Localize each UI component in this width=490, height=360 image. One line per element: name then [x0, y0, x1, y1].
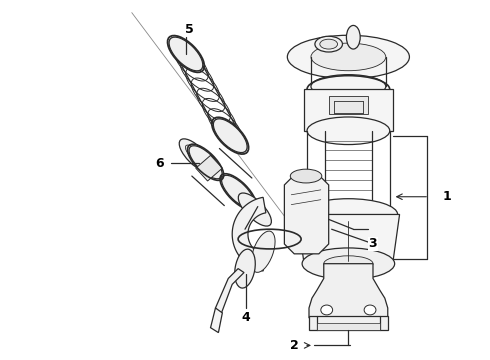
- Ellipse shape: [287, 35, 410, 78]
- Ellipse shape: [221, 175, 255, 208]
- Ellipse shape: [169, 37, 203, 71]
- Ellipse shape: [189, 146, 222, 179]
- Polygon shape: [309, 264, 388, 323]
- Text: 2: 2: [290, 339, 298, 352]
- Polygon shape: [297, 215, 399, 264]
- Bar: [309, 316, 388, 330]
- Ellipse shape: [315, 36, 343, 52]
- Ellipse shape: [324, 256, 373, 271]
- Text: 4: 4: [242, 311, 250, 324]
- Bar: [329, 96, 368, 114]
- Ellipse shape: [235, 249, 255, 288]
- Text: 5: 5: [185, 23, 193, 36]
- Polygon shape: [284, 175, 329, 254]
- Ellipse shape: [251, 231, 275, 273]
- Polygon shape: [304, 89, 392, 131]
- Ellipse shape: [179, 139, 212, 172]
- Ellipse shape: [307, 117, 390, 145]
- Text: 3: 3: [368, 238, 377, 251]
- Polygon shape: [211, 308, 222, 333]
- Ellipse shape: [214, 119, 247, 153]
- Ellipse shape: [238, 193, 271, 226]
- Ellipse shape: [307, 201, 390, 228]
- Polygon shape: [196, 156, 222, 181]
- Text: 6: 6: [155, 157, 164, 170]
- Ellipse shape: [290, 169, 322, 183]
- Polygon shape: [216, 269, 244, 316]
- Ellipse shape: [311, 75, 386, 98]
- Bar: [317, 323, 380, 330]
- Text: 1: 1: [442, 190, 451, 203]
- Polygon shape: [232, 197, 266, 271]
- Ellipse shape: [320, 39, 338, 49]
- Ellipse shape: [364, 305, 376, 315]
- Ellipse shape: [302, 248, 394, 279]
- Ellipse shape: [346, 26, 360, 49]
- Ellipse shape: [299, 199, 397, 230]
- Ellipse shape: [311, 43, 386, 71]
- Ellipse shape: [321, 305, 333, 315]
- Ellipse shape: [185, 145, 206, 166]
- Ellipse shape: [323, 207, 374, 222]
